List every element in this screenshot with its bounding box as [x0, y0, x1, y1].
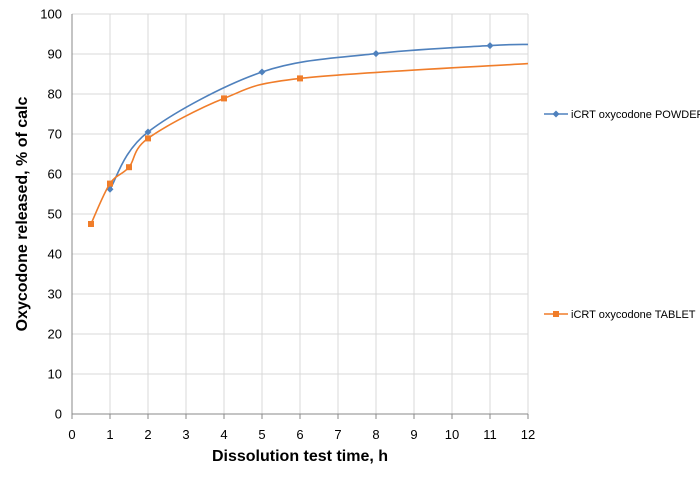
legend: iCRT oxycodone POWDER iCRT oxycodone TABL… — [544, 109, 700, 321]
y-tick-labels: 0 10 20 30 40 50 60 70 80 90 100 — [40, 7, 62, 422]
x-tick-labels: 0 1 2 3 4 5 6 7 8 9 10 11 12 — [68, 427, 535, 442]
series-tablet-point — [126, 164, 132, 171]
series-tablet-point — [107, 180, 113, 187]
x-tick-label: 1 — [106, 427, 113, 442]
y-tick-label: 100 — [40, 7, 62, 22]
legend-label: iCRT oxycodone TABLET — [571, 309, 696, 321]
series-powder-line — [109, 43, 529, 190]
x-tick-label: 12 — [521, 427, 535, 442]
x-tick-label: 0 — [68, 427, 75, 442]
series-tablet — [88, 62, 529, 227]
y-tick-label: 30 — [48, 287, 62, 302]
series-tablet-point — [221, 95, 227, 102]
series-powder-point — [258, 68, 266, 76]
series-layer — [88, 42, 529, 227]
series-powder-point — [372, 50, 380, 58]
y-tick-label: 70 — [48, 127, 62, 142]
x-tick-label: 9 — [410, 427, 417, 442]
y-tick-label: 80 — [48, 87, 62, 102]
x-tick-label: 6 — [296, 427, 303, 442]
y-tick-label: 40 — [48, 247, 62, 262]
x-tick-label: 3 — [182, 427, 189, 442]
legend-swatch-marker — [553, 311, 559, 317]
y-tick-label: 60 — [48, 167, 62, 182]
x-tick-label: 5 — [258, 427, 265, 442]
y-tick-label: 0 — [55, 407, 62, 422]
x-tick-label: 8 — [372, 427, 379, 442]
x-tick-label: 7 — [334, 427, 341, 442]
y-tick-label: 10 — [48, 367, 62, 382]
y-tick-label: 90 — [48, 47, 62, 62]
grid — [72, 13, 529, 414]
series-powder — [106, 42, 529, 193]
series-tablet-line — [90, 62, 529, 225]
x-tick-label: 10 — [445, 427, 459, 442]
series-tablet-point — [145, 135, 151, 142]
series-tablet-point — [88, 221, 94, 227]
y-tick-label: 20 — [48, 327, 62, 342]
legend-label: iCRT oxycodone POWDER — [571, 109, 700, 121]
y-axis-title: Oxycodone released, % of calc — [14, 97, 31, 332]
legend-item-powder: iCRT oxycodone POWDER — [544, 109, 700, 121]
axes — [71, 14, 529, 419]
x-tick-label: 2 — [144, 427, 151, 442]
x-tick-label: 11 — [483, 427, 497, 442]
legend-item-tablet: iCRT oxycodone TABLET — [544, 309, 696, 321]
series-powder-point — [486, 42, 494, 50]
legend-swatch-marker — [552, 110, 560, 118]
y-tick-label: 50 — [48, 207, 62, 222]
x-tick-label: 4 — [220, 427, 227, 442]
series-tablet-point — [297, 75, 303, 82]
x-axis-title: Dissolution test time, h — [212, 448, 388, 465]
series-powder-point — [144, 128, 152, 136]
